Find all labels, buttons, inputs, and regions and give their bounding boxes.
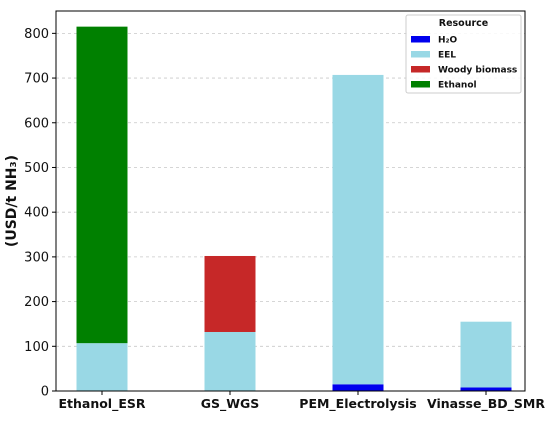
bar-segment [460,387,512,391]
legend-entry-label: EEL [438,51,456,61]
legend-box [405,14,522,94]
bar-segment [332,384,384,391]
legend-title: Resource [439,18,488,29]
bar-segment [76,26,128,344]
y-axis-ticks: 0 100 200 300 400 500 600 700 800 [24,27,56,400]
legend-entry-label: H₂O [438,36,457,46]
bar-segment [76,343,128,391]
legend-swatch [411,81,430,88]
legend-entry-label: Woody biomass [438,66,517,76]
y-tick-label: 0 [41,385,49,400]
y-tick-label: 700 [24,72,49,87]
bar-segment [204,255,256,332]
bar-segment [332,74,384,385]
y-tick-label: 800 [24,27,49,42]
legend-swatch [411,36,430,43]
y-tick-label: 600 [24,116,49,131]
x-tick-label: Vinasse_BD_SMR [427,396,545,412]
x-tick-label: GS_WGS [201,396,260,412]
x-axis-ticks: Ethanol_ESR GS_WGS PEM_Electrolysis Vinasse… [58,391,545,412]
y-axis-label: (USD/t NH₃) [4,155,20,247]
x-tick-label: Ethanol_ESR [58,396,145,412]
legend-entry-label: Ethanol [438,81,477,91]
legend-swatch [411,66,430,73]
x-tick-label: PEM_Electrolysis [299,396,416,412]
legend-swatch [411,51,430,58]
legend: Resource H₂O EEL Woody biomass Ethanol [405,14,522,94]
y-tick-label: 200 [24,295,49,310]
y-tick-label: 100 [24,340,49,355]
grid-lines [56,32,525,347]
y-tick-label: 400 [24,206,49,221]
bars [76,26,512,391]
bar-segment [204,331,256,391]
plot-frame [55,10,526,392]
y-tick-label: 300 [24,250,49,265]
y-tick-label: 500 [24,161,49,176]
bar-segment [460,321,512,388]
